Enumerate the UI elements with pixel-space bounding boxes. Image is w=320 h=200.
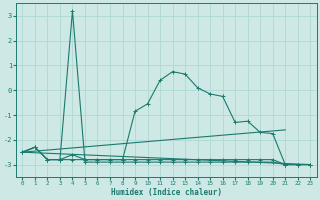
X-axis label: Humidex (Indice chaleur): Humidex (Indice chaleur)	[111, 188, 222, 197]
